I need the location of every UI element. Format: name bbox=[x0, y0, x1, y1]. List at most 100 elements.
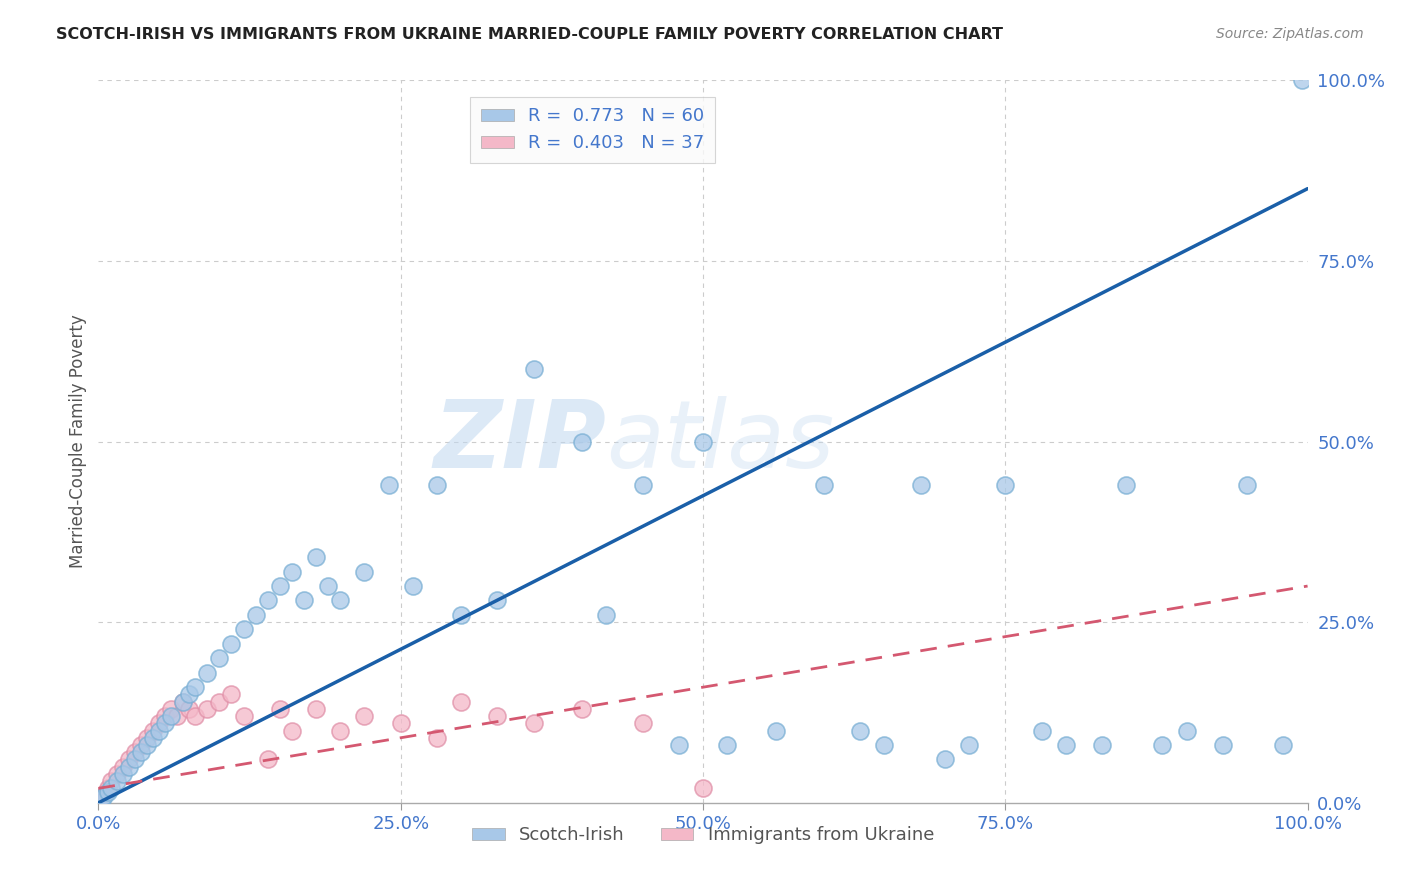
Point bbox=[160, 702, 183, 716]
Point bbox=[221, 637, 243, 651]
Point bbox=[305, 702, 328, 716]
Point bbox=[172, 695, 194, 709]
Point bbox=[281, 565, 304, 579]
Y-axis label: Married-Couple Family Poverty: Married-Couple Family Poverty bbox=[69, 315, 87, 568]
Point bbox=[124, 752, 146, 766]
Point bbox=[232, 709, 254, 723]
Point bbox=[1031, 723, 1053, 738]
Point bbox=[426, 731, 449, 745]
Point bbox=[111, 767, 134, 781]
Point bbox=[269, 702, 291, 716]
Point bbox=[353, 709, 375, 723]
Point bbox=[692, 434, 714, 449]
Point bbox=[195, 702, 218, 716]
Point bbox=[91, 789, 114, 803]
Point bbox=[232, 623, 254, 637]
Point bbox=[765, 723, 787, 738]
Point bbox=[377, 478, 399, 492]
Point bbox=[129, 745, 152, 759]
Point bbox=[910, 478, 932, 492]
Text: SCOTCH-IRISH VS IMMIGRANTS FROM UKRAINE MARRIED-COUPLE FAMILY POVERTY CORRELATIO: SCOTCH-IRISH VS IMMIGRANTS FROM UKRAINE … bbox=[56, 27, 1004, 42]
Point bbox=[873, 738, 896, 752]
Point bbox=[172, 695, 194, 709]
Point bbox=[91, 792, 114, 806]
Point bbox=[160, 709, 183, 723]
Point bbox=[153, 716, 176, 731]
Point bbox=[813, 478, 835, 492]
Point bbox=[184, 680, 207, 694]
Point bbox=[1054, 738, 1077, 752]
Point bbox=[957, 738, 980, 752]
Point bbox=[1115, 478, 1137, 492]
Point bbox=[135, 738, 157, 752]
Point bbox=[716, 738, 738, 752]
Point bbox=[934, 752, 956, 766]
Point bbox=[90, 792, 112, 806]
Point bbox=[450, 607, 472, 622]
Point bbox=[523, 362, 546, 376]
Point bbox=[135, 731, 157, 745]
Text: Source: ZipAtlas.com: Source: ZipAtlas.com bbox=[1216, 27, 1364, 41]
Point bbox=[105, 774, 128, 789]
Point bbox=[256, 593, 278, 607]
Point bbox=[305, 550, 328, 565]
Point bbox=[97, 785, 120, 799]
Point bbox=[994, 478, 1017, 492]
Point bbox=[245, 607, 267, 622]
Point bbox=[486, 709, 509, 723]
Point bbox=[329, 593, 352, 607]
Point bbox=[668, 738, 690, 752]
Point bbox=[1236, 478, 1258, 492]
Point bbox=[571, 702, 593, 716]
Point bbox=[1212, 738, 1234, 752]
Point bbox=[389, 716, 412, 731]
Point bbox=[1175, 723, 1198, 738]
Point bbox=[94, 785, 117, 799]
Point bbox=[486, 593, 509, 607]
Point bbox=[1152, 738, 1174, 752]
Point bbox=[595, 607, 617, 622]
Point bbox=[195, 665, 218, 680]
Point bbox=[1091, 738, 1114, 752]
Point bbox=[124, 745, 146, 759]
Point bbox=[269, 579, 291, 593]
Point bbox=[402, 579, 425, 593]
Point bbox=[100, 781, 122, 796]
Point bbox=[450, 695, 472, 709]
Point bbox=[111, 760, 134, 774]
Point bbox=[849, 723, 872, 738]
Legend: Scotch-Irish, Immigrants from Ukraine: Scotch-Irish, Immigrants from Ukraine bbox=[465, 819, 941, 852]
Text: atlas: atlas bbox=[606, 396, 835, 487]
Point bbox=[148, 723, 170, 738]
Point bbox=[105, 767, 128, 781]
Point bbox=[281, 723, 304, 738]
Point bbox=[221, 687, 243, 701]
Point bbox=[100, 774, 122, 789]
Point bbox=[129, 738, 152, 752]
Point bbox=[179, 702, 201, 716]
Point bbox=[118, 752, 141, 766]
Point bbox=[316, 579, 339, 593]
Point bbox=[571, 434, 593, 449]
Point bbox=[329, 723, 352, 738]
Point bbox=[166, 709, 188, 723]
Point bbox=[692, 781, 714, 796]
Point bbox=[153, 709, 176, 723]
Point bbox=[631, 716, 654, 731]
Point bbox=[523, 716, 546, 731]
Point bbox=[631, 478, 654, 492]
Point bbox=[118, 760, 141, 774]
Point bbox=[292, 593, 315, 607]
Point bbox=[142, 731, 165, 745]
Point bbox=[93, 789, 115, 803]
Point bbox=[148, 716, 170, 731]
Point bbox=[179, 687, 201, 701]
Point bbox=[1272, 738, 1295, 752]
Text: ZIP: ZIP bbox=[433, 395, 606, 488]
Point bbox=[1291, 73, 1313, 87]
Point bbox=[353, 565, 375, 579]
Point bbox=[208, 695, 231, 709]
Point bbox=[184, 709, 207, 723]
Point bbox=[142, 723, 165, 738]
Point bbox=[426, 478, 449, 492]
